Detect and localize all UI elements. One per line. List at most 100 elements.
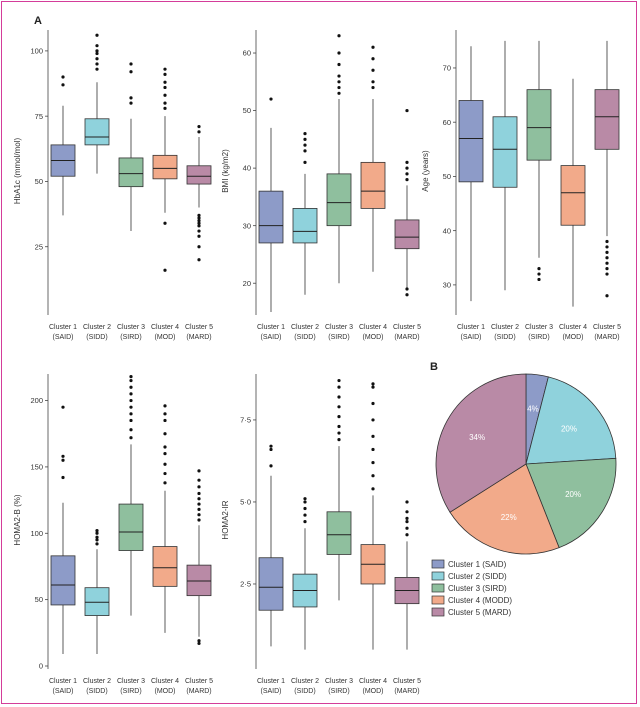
outlier-point — [337, 431, 341, 435]
outlier-point — [129, 428, 133, 432]
y-axis-label: BMI (kg/m2) — [221, 149, 230, 193]
outlier-point — [337, 378, 341, 383]
outlier-point — [371, 487, 375, 491]
y-tick-label: 20 — [243, 279, 251, 288]
category-label: Cluster 2 — [83, 324, 111, 331]
outlier-point — [197, 221, 201, 225]
outlier-point — [163, 72, 167, 76]
pie-slice-label: 4% — [527, 405, 539, 414]
outlier-point — [405, 516, 409, 520]
box-iqr — [492, 116, 518, 188]
box-cluster-4 — [152, 404, 178, 633]
outlier-point — [163, 481, 167, 485]
outlier-point — [197, 513, 201, 517]
outlier-point — [197, 219, 201, 223]
category-sublabel: (SIDD) — [494, 334, 515, 341]
y-tick-label: 50 — [35, 177, 43, 186]
y-tick-label: 50 — [243, 106, 251, 115]
category-sublabel: (SAID) — [461, 334, 482, 341]
outlier-point — [163, 445, 167, 449]
outlier-point — [337, 62, 341, 67]
box-iqr — [50, 555, 76, 606]
category-sublabel: (MOD) — [363, 688, 384, 695]
y-axis-label: Age (years) — [421, 150, 430, 192]
outlier-point — [163, 462, 167, 466]
box-iqr — [326, 511, 352, 555]
outlier-point — [129, 70, 133, 74]
legend-label: Cluster 3 (SIRD) — [448, 584, 507, 593]
outlier-point — [163, 268, 167, 272]
outlier-point — [371, 447, 375, 452]
pie-slice-3 — [525, 457, 617, 549]
outlier-point — [129, 412, 133, 416]
outlier-point — [371, 460, 375, 465]
outlier-point — [371, 401, 375, 406]
outlier-point — [163, 85, 167, 90]
outlier-point — [197, 639, 201, 643]
y-tick-label: 60 — [443, 118, 451, 127]
y-axis-label: HbA1c (mmol/mol) — [13, 138, 22, 205]
outlier-point — [605, 272, 609, 276]
outlier-point — [405, 293, 409, 297]
outlier-point — [95, 44, 99, 48]
outlier-point — [163, 412, 167, 416]
outlier-point — [337, 415, 341, 419]
outlier-point — [537, 277, 541, 282]
outlier-point — [197, 491, 201, 496]
outlier-point — [129, 62, 133, 66]
box-iqr — [360, 161, 386, 209]
category-label: Cluster 5 — [185, 324, 213, 331]
outlier-point — [95, 531, 99, 535]
outlier-point — [371, 418, 375, 422]
category-label: Cluster 3 — [117, 678, 145, 685]
outlier-point — [303, 520, 307, 524]
outlier-point — [303, 137, 307, 141]
category-sublabel: (SIRD) — [120, 334, 141, 341]
panel-a-letter: A — [34, 15, 42, 27]
outlier-point — [163, 80, 167, 84]
y-axis-label: HOMA2-B (%) — [13, 494, 22, 545]
outlier-point — [269, 444, 273, 448]
outlier-point — [537, 267, 541, 271]
outlier-point — [163, 418, 167, 423]
outlier-point — [129, 96, 133, 100]
outlier-point — [129, 418, 133, 423]
box-cluster-2 — [84, 529, 110, 655]
outlier-point — [95, 57, 99, 61]
outlier-point — [303, 149, 307, 153]
outlier-point — [405, 533, 409, 537]
category-label: Cluster 1 — [457, 324, 485, 331]
outlier-point — [303, 513, 307, 517]
category-sublabel: (MOD) — [563, 334, 584, 341]
outlier-point — [95, 51, 99, 56]
category-sublabel: (SIDD) — [294, 334, 315, 341]
outlier-point — [129, 375, 133, 379]
pie-slice-label: 20% — [561, 424, 577, 433]
y-tick-label: 30 — [443, 280, 451, 289]
box-cluster-5 — [186, 125, 212, 262]
outlier-point — [197, 518, 201, 522]
category-label: Cluster 2 — [291, 678, 319, 685]
outlier-point — [605, 250, 609, 254]
pie-slice-2 — [525, 376, 617, 465]
category-label: Cluster 2 — [291, 324, 319, 331]
panel-b-letter: B — [430, 361, 438, 373]
legend-swatch — [431, 559, 445, 569]
outlier-point — [605, 267, 609, 271]
outlier-point — [163, 67, 167, 71]
legend-label: Cluster 1 (SAID) — [448, 560, 507, 569]
outlier-point — [197, 213, 201, 217]
category-sublabel: (SIRD) — [528, 334, 549, 341]
box-cluster-1 — [258, 444, 284, 647]
outlier-point — [163, 404, 167, 408]
outlier-point — [405, 510, 409, 514]
box-cluster-5 — [594, 40, 620, 298]
category-sublabel: (MOD) — [363, 334, 384, 341]
pie-slice-label: 34% — [469, 433, 485, 442]
category-sublabel: (SAID) — [261, 334, 282, 341]
box-iqr — [258, 190, 284, 244]
y-tick-label: 40 — [443, 226, 451, 235]
outlier-point — [129, 379, 133, 383]
outlier-point — [163, 106, 167, 110]
box-iqr — [458, 100, 484, 183]
